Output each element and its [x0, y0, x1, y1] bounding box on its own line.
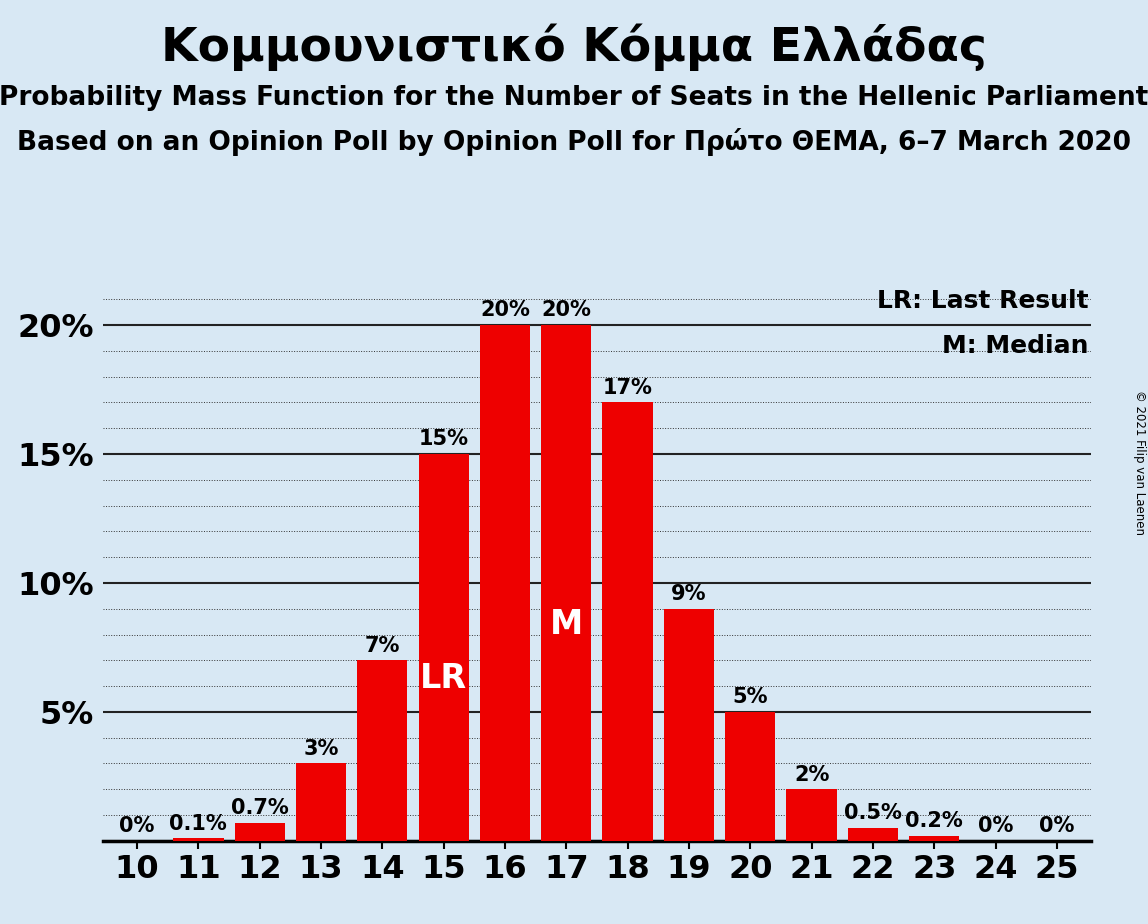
Text: Based on an Opinion Poll by Opinion Poll for Πρώτο ΘΕΜΑ, 6–7 March 2020: Based on an Opinion Poll by Opinion Poll…: [17, 128, 1131, 155]
Text: LR: LR: [420, 662, 467, 695]
Text: 0%: 0%: [1039, 816, 1075, 836]
Bar: [603, 403, 653, 841]
Text: 20%: 20%: [542, 300, 591, 321]
Text: Κομμουνιστικό Κόμμα Ελλάδας: Κομμουνιστικό Κόμμα Ελλάδας: [161, 23, 987, 70]
Bar: [173, 838, 224, 841]
Text: 5%: 5%: [732, 687, 768, 707]
Bar: [726, 711, 775, 841]
Text: 15%: 15%: [419, 430, 468, 449]
Text: 2%: 2%: [794, 765, 829, 784]
Text: 0.1%: 0.1%: [170, 814, 227, 833]
Bar: [786, 789, 837, 841]
Bar: [296, 763, 347, 841]
Text: 0.2%: 0.2%: [906, 811, 963, 831]
Text: Probability Mass Function for the Number of Seats in the Hellenic Parliament: Probability Mass Function for the Number…: [0, 85, 1148, 111]
Text: 0%: 0%: [978, 816, 1014, 836]
Bar: [847, 828, 898, 841]
Bar: [909, 835, 960, 841]
Text: 3%: 3%: [303, 739, 339, 759]
Text: LR: Last Result: LR: Last Result: [877, 289, 1088, 313]
Text: M: Median: M: Median: [943, 334, 1088, 358]
Bar: [480, 325, 530, 841]
Text: 7%: 7%: [365, 636, 400, 656]
Text: 0.7%: 0.7%: [231, 798, 288, 818]
Bar: [357, 661, 408, 841]
Text: 17%: 17%: [603, 378, 652, 398]
Text: © 2021 Filip van Laenen: © 2021 Filip van Laenen: [1133, 390, 1146, 534]
Text: M: M: [550, 608, 583, 640]
Text: 9%: 9%: [672, 584, 707, 604]
Bar: [419, 454, 468, 841]
Bar: [541, 325, 591, 841]
Text: 20%: 20%: [480, 300, 530, 321]
Bar: [664, 609, 714, 841]
Text: 0%: 0%: [119, 816, 155, 836]
Text: 0.5%: 0.5%: [844, 803, 902, 823]
Bar: [234, 822, 285, 841]
